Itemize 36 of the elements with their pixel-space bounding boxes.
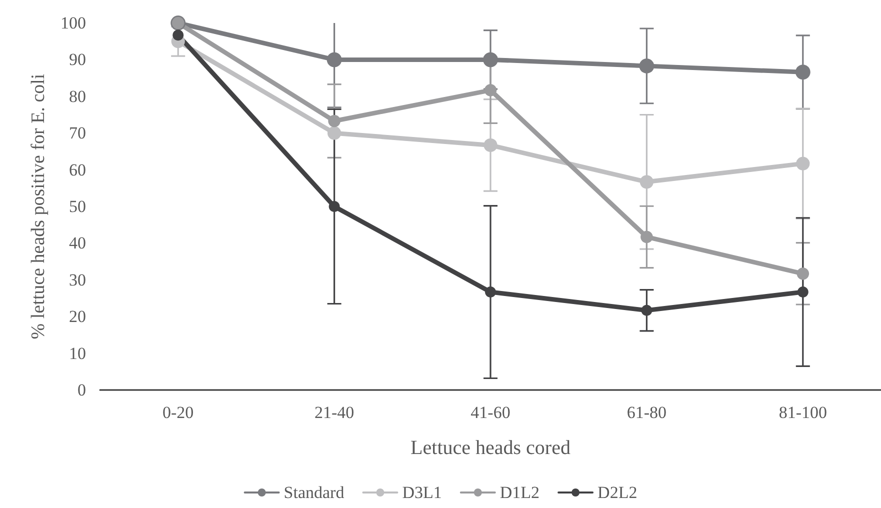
point: [640, 230, 653, 244]
x-tick-label: 61-80: [626, 403, 667, 422]
point: [640, 175, 654, 189]
y-tick-label: 100: [60, 14, 86, 32]
x-tick-label: 41-60: [470, 403, 510, 422]
point: [641, 304, 652, 316]
y-tick-label: 70: [69, 124, 86, 143]
point: [639, 58, 654, 74]
point: [485, 286, 496, 298]
legend-label: D2L2: [598, 483, 638, 502]
y-tick-label: 60: [69, 160, 86, 180]
y-tick-label: 30: [69, 270, 86, 290]
y-tick-label: 10: [69, 344, 86, 363]
legend-label: D3L1: [402, 483, 442, 502]
point: [484, 84, 497, 96]
point: [796, 156, 810, 170]
point: [797, 286, 808, 298]
legend-label: D1L2: [500, 483, 540, 502]
y-tick-label: 20: [69, 307, 86, 326]
y-axis-title: % lettuce heads positive for E. coli: [28, 74, 49, 340]
y-tick-label: 0: [78, 380, 86, 400]
point: [326, 52, 342, 68]
point: [484, 138, 498, 152]
point: [483, 52, 498, 68]
y-tick-label: 40: [69, 234, 86, 253]
y-tick-label: 90: [69, 50, 86, 70]
point: [795, 64, 810, 80]
legend-label: Standard: [284, 483, 345, 502]
point: [796, 267, 810, 280]
x-tick-label: 0-20: [162, 403, 194, 422]
y-tick-label: 80: [69, 86, 86, 106]
x-tick-label: 81-100: [778, 403, 827, 422]
point: [172, 30, 184, 41]
x-axis-title: Lettuce heads cored: [410, 437, 570, 459]
x-tick-label: 21-40: [314, 403, 354, 422]
y-tick-label: 50: [69, 197, 86, 216]
